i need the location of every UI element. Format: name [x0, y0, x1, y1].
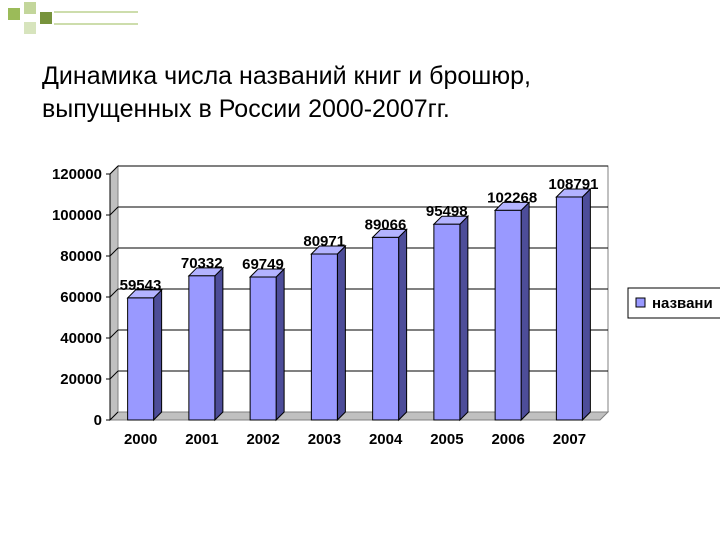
gridline-side [109, 165, 119, 175]
bar-side [275, 267, 285, 422]
legend-label: названи [652, 295, 713, 312]
slide-decoration [8, 2, 138, 34]
y-tick-label: 20000 [60, 371, 102, 388]
x-tick-label: 2006 [491, 431, 524, 448]
x-tick-label: 2004 [369, 431, 403, 448]
y-tick-label: 0 [94, 412, 102, 429]
gridline-side [109, 411, 119, 421]
gridline-side [109, 206, 119, 216]
slide-title-line-2: выпущенных в России 2000-2007гг. [42, 95, 450, 123]
bar [310, 244, 347, 422]
y-tick-label: 60000 [60, 289, 102, 306]
bar-front [494, 209, 522, 421]
bar-side [459, 215, 469, 422]
deco-square [40, 12, 52, 24]
bar [248, 267, 286, 422]
bar [493, 201, 531, 422]
bar-front [249, 276, 277, 421]
bar [555, 187, 592, 422]
bar [371, 228, 408, 422]
bar [187, 266, 225, 422]
bar-front [188, 275, 216, 421]
bar-front [555, 196, 583, 421]
data-label: 80971 [303, 233, 345, 250]
legend: названи [627, 287, 720, 319]
x-tick-label: 2002 [246, 431, 279, 448]
data-label: 89066 [365, 216, 407, 233]
x-tick-label: 2003 [308, 431, 341, 448]
bar [126, 288, 163, 422]
data-label: 108791 [548, 176, 598, 193]
gridline-side [109, 370, 119, 380]
data-label: 69749 [242, 256, 284, 273]
x-tick-label: 2000 [124, 431, 157, 448]
bar-side [336, 244, 346, 422]
data-label: 95498 [426, 203, 468, 220]
data-label: 70332 [181, 255, 223, 272]
bar-front [310, 253, 338, 421]
deco-square [24, 22, 36, 34]
y-tick-label: 40000 [60, 330, 102, 347]
legend-swatch [635, 297, 646, 308]
bar-side [214, 266, 224, 422]
y-tick-label: 80000 [60, 248, 102, 265]
slide-title-line-1: Динамика числа названий книг и брошюр, [42, 62, 531, 90]
bar-front [127, 297, 155, 421]
x-tick-label: 2005 [430, 431, 463, 448]
y-tick-label: 120000 [52, 166, 102, 183]
deco-square [8, 8, 20, 20]
bar-side [398, 228, 408, 422]
bar-front [433, 223, 461, 421]
slide-title: Динамика числа названий книг и брошюр, в… [42, 60, 682, 126]
bar-side [153, 288, 163, 422]
x-tick-label: 2007 [553, 431, 586, 448]
deco-square [24, 2, 36, 14]
bar-side [520, 201, 530, 422]
gridline-side [109, 288, 119, 298]
chart-floor [108, 411, 610, 421]
gridline-side [109, 329, 119, 339]
data-label: 59543 [120, 277, 162, 294]
bar-front [372, 236, 400, 421]
x-tick-label: 2001 [185, 431, 218, 448]
data-label: 102268 [487, 189, 537, 206]
bar [432, 215, 470, 422]
gridline-side [109, 247, 119, 257]
bar-side [581, 187, 591, 422]
y-tick-label: 100000 [52, 207, 102, 224]
